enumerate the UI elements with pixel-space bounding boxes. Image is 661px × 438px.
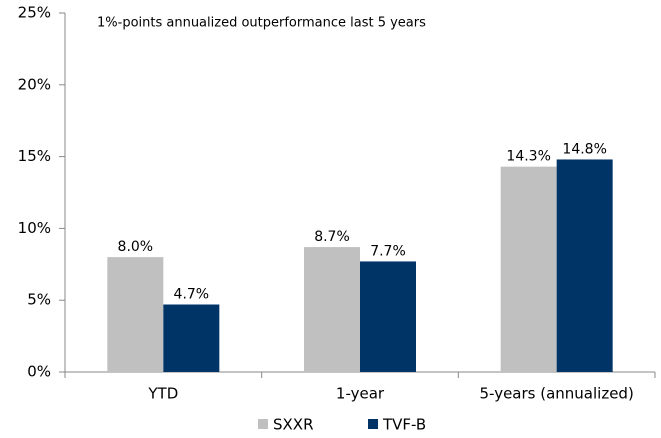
legend-label: TVF-B	[382, 416, 426, 434]
bar	[163, 304, 220, 372]
y-tick-label: 5%	[27, 291, 51, 309]
x-tick-label: 5-years (annualized)	[480, 385, 634, 403]
annotation: 1%-points annualized outperformance last…	[97, 16, 426, 31]
bar	[500, 166, 557, 372]
value-label: 4.7%	[174, 287, 210, 303]
value-label: 8.0%	[118, 239, 154, 255]
legend-swatch	[258, 419, 268, 429]
bar	[360, 261, 416, 372]
value-label: 7.7%	[370, 243, 406, 259]
value-label: 8.7%	[314, 229, 350, 245]
y-tick-label: 25%	[18, 4, 51, 22]
x-tick-label: YTD	[147, 385, 178, 403]
y-tick-label: 20%	[18, 75, 51, 93]
bar	[304, 247, 360, 372]
bar	[107, 257, 164, 372]
legend-swatch	[368, 419, 378, 429]
x-tick-label: 1-year	[336, 385, 385, 403]
y-tick-label: 10%	[18, 219, 51, 237]
y-tick-label: 0%	[27, 363, 51, 381]
value-label: 14.8%	[562, 141, 606, 157]
value-label: 14.3%	[506, 149, 550, 165]
y-tick-label: 15%	[18, 147, 51, 165]
bar	[556, 159, 613, 372]
legend-label: SXXR	[273, 416, 314, 434]
